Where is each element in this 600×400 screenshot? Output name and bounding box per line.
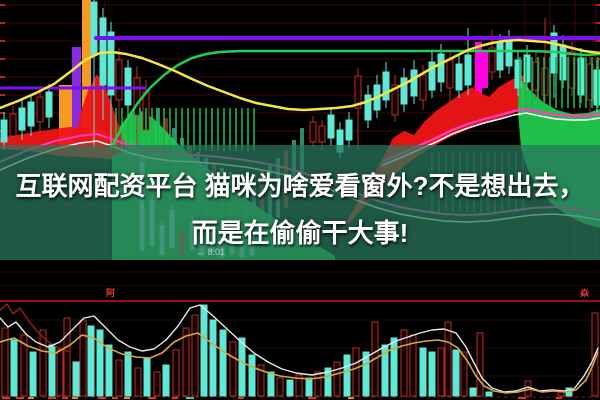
banner-overlay: [0, 145, 600, 260]
red-marker-left: 阿: [106, 288, 116, 298]
banner-headline-line2: 而是在偷偷干大事!: [191, 218, 409, 248]
red-marker-right: 焱: [580, 288, 590, 298]
time-label: ← 8:01: [196, 247, 226, 257]
banner-headline-line1: 互联网配资平台 猫咪为啥爱看窗外?不是想出去，: [15, 171, 585, 201]
